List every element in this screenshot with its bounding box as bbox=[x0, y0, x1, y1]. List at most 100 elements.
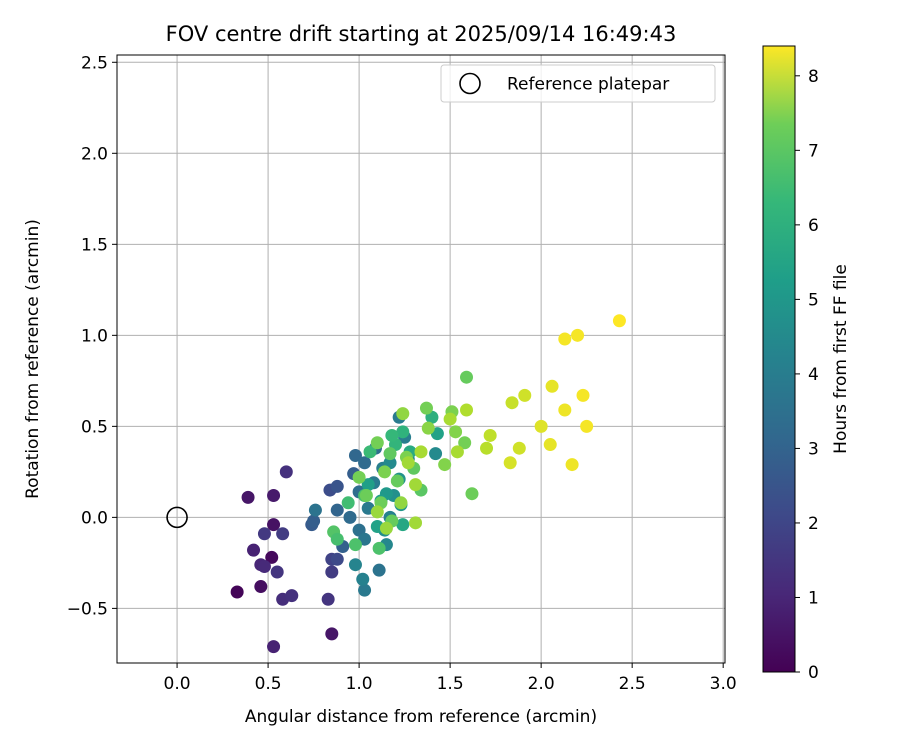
scatter-point bbox=[285, 589, 299, 603]
scatter-point bbox=[257, 560, 271, 574]
scatter-point bbox=[372, 563, 386, 577]
scatter-point bbox=[414, 445, 428, 459]
scatter-point bbox=[370, 436, 384, 450]
scatter-point bbox=[565, 458, 579, 472]
scatter-point bbox=[330, 503, 344, 517]
x-tick-label: 2.0 bbox=[528, 674, 555, 694]
scatter-point bbox=[330, 479, 344, 493]
scatter-point bbox=[401, 456, 415, 470]
scatter-point bbox=[443, 412, 457, 426]
grid bbox=[117, 55, 725, 663]
scatter-point bbox=[279, 465, 293, 479]
x-axis-label: Angular distance from reference (arcmin) bbox=[245, 707, 597, 727]
y-tick-label: 2.0 bbox=[81, 144, 108, 164]
scatter-point bbox=[308, 503, 322, 517]
scatter-point bbox=[421, 421, 435, 435]
scatter-point bbox=[378, 465, 392, 479]
scatter-point bbox=[571, 328, 585, 342]
x-tick-label: 3.0 bbox=[710, 674, 737, 694]
scatter-point bbox=[558, 332, 572, 346]
reference-point-marker bbox=[166, 506, 188, 529]
scatter-point bbox=[419, 401, 433, 415]
y-tick-label: 2.5 bbox=[81, 53, 108, 73]
scatter-point bbox=[580, 419, 594, 433]
colorbar-label: Hours from first FF file bbox=[831, 264, 851, 454]
scatter-point bbox=[450, 445, 464, 459]
scatter-point bbox=[438, 458, 452, 472]
scatter-point bbox=[358, 456, 372, 470]
reference-marker-group bbox=[166, 506, 188, 529]
x-tick-label: 0.0 bbox=[164, 674, 191, 694]
scatter-point bbox=[449, 425, 463, 439]
scatter-point bbox=[352, 470, 366, 484]
scatter-point bbox=[396, 407, 410, 421]
scatter-point bbox=[460, 403, 474, 417]
colorbar-tick-label: 2 bbox=[808, 514, 819, 534]
colorbar-gradient bbox=[763, 46, 795, 672]
scatter-point bbox=[545, 379, 559, 393]
y-tick-label: 1.0 bbox=[81, 326, 108, 346]
scatter-point bbox=[383, 447, 397, 461]
colorbar-tick-label: 0 bbox=[808, 663, 819, 683]
scatter-point bbox=[307, 514, 321, 528]
y-axis-label: Rotation from reference (arcmin) bbox=[23, 219, 43, 499]
scatter-point bbox=[390, 474, 404, 488]
scatter-point bbox=[254, 580, 268, 594]
scatter-point bbox=[265, 550, 279, 564]
x-tick-label: 2.5 bbox=[619, 674, 646, 694]
legend: Reference platepar bbox=[440, 64, 716, 103]
scatter-point bbox=[361, 478, 375, 492]
legend-label: Reference platepar bbox=[507, 75, 669, 95]
y-axis-ticks: −0.5 0.0 0.5 1.0 1.5 2.0 2.5 bbox=[67, 53, 117, 619]
scatter-point bbox=[372, 541, 386, 555]
scatter-point bbox=[348, 448, 362, 462]
colorbar-tick-label: 6 bbox=[808, 216, 819, 236]
scatter-point bbox=[409, 478, 423, 492]
colorbar-ticks: 0 1 2 3 4 5 6 7 8 bbox=[795, 67, 819, 683]
scatter-point bbox=[325, 565, 339, 579]
scatter-point bbox=[325, 627, 339, 641]
scatter-point bbox=[370, 505, 384, 519]
scatter-point bbox=[241, 490, 255, 504]
scatter-point bbox=[330, 552, 344, 566]
scatter-point bbox=[483, 428, 497, 442]
legend-box bbox=[440, 64, 716, 103]
y-tick-label: 1.5 bbox=[81, 235, 108, 255]
scatter-point bbox=[576, 388, 590, 402]
scatter-point bbox=[267, 640, 281, 654]
scatter-point bbox=[247, 543, 261, 557]
chart-title: FOV centre drift starting at 2025/09/14 … bbox=[166, 22, 677, 46]
colorbar-tick-label: 5 bbox=[808, 290, 819, 310]
plot-frame bbox=[116, 54, 726, 664]
colorbar-frame bbox=[762, 45, 796, 673]
colorbar-tick-label: 7 bbox=[808, 141, 819, 161]
scatter-point bbox=[396, 425, 410, 439]
scatter-point bbox=[429, 447, 443, 461]
colorbar: 0 1 2 3 4 5 6 7 8 Hours from first FF file bbox=[762, 45, 851, 683]
scatter-points bbox=[230, 314, 626, 654]
scatter-point bbox=[267, 489, 281, 503]
scatter-point bbox=[512, 441, 526, 455]
scatter-point bbox=[321, 592, 335, 606]
scatter-point bbox=[505, 396, 519, 410]
scatter-point bbox=[458, 436, 472, 450]
scatter-point bbox=[257, 527, 271, 541]
x-tick-label: 1.0 bbox=[346, 674, 373, 694]
y-tick-label: −0.5 bbox=[67, 599, 108, 619]
scatter-point bbox=[558, 403, 572, 417]
legend-marker-icon bbox=[459, 72, 481, 95]
scatter-point bbox=[394, 496, 408, 510]
scatter-point bbox=[379, 521, 393, 535]
y-tick-label: 0.5 bbox=[81, 417, 108, 437]
scatter-point bbox=[276, 527, 290, 541]
scatter-point bbox=[348, 558, 362, 572]
scatter-point bbox=[356, 572, 370, 586]
scatter-point bbox=[267, 518, 281, 532]
scatter-point bbox=[385, 428, 399, 442]
scatter-point bbox=[359, 489, 373, 503]
x-axis-ticks: 0.0 0.5 1.0 1.5 2.0 2.5 3.0 bbox=[164, 663, 737, 694]
colorbar-tick-label: 1 bbox=[808, 588, 819, 608]
y-tick-label: 0.0 bbox=[81, 508, 108, 528]
scatter-point bbox=[348, 538, 362, 552]
